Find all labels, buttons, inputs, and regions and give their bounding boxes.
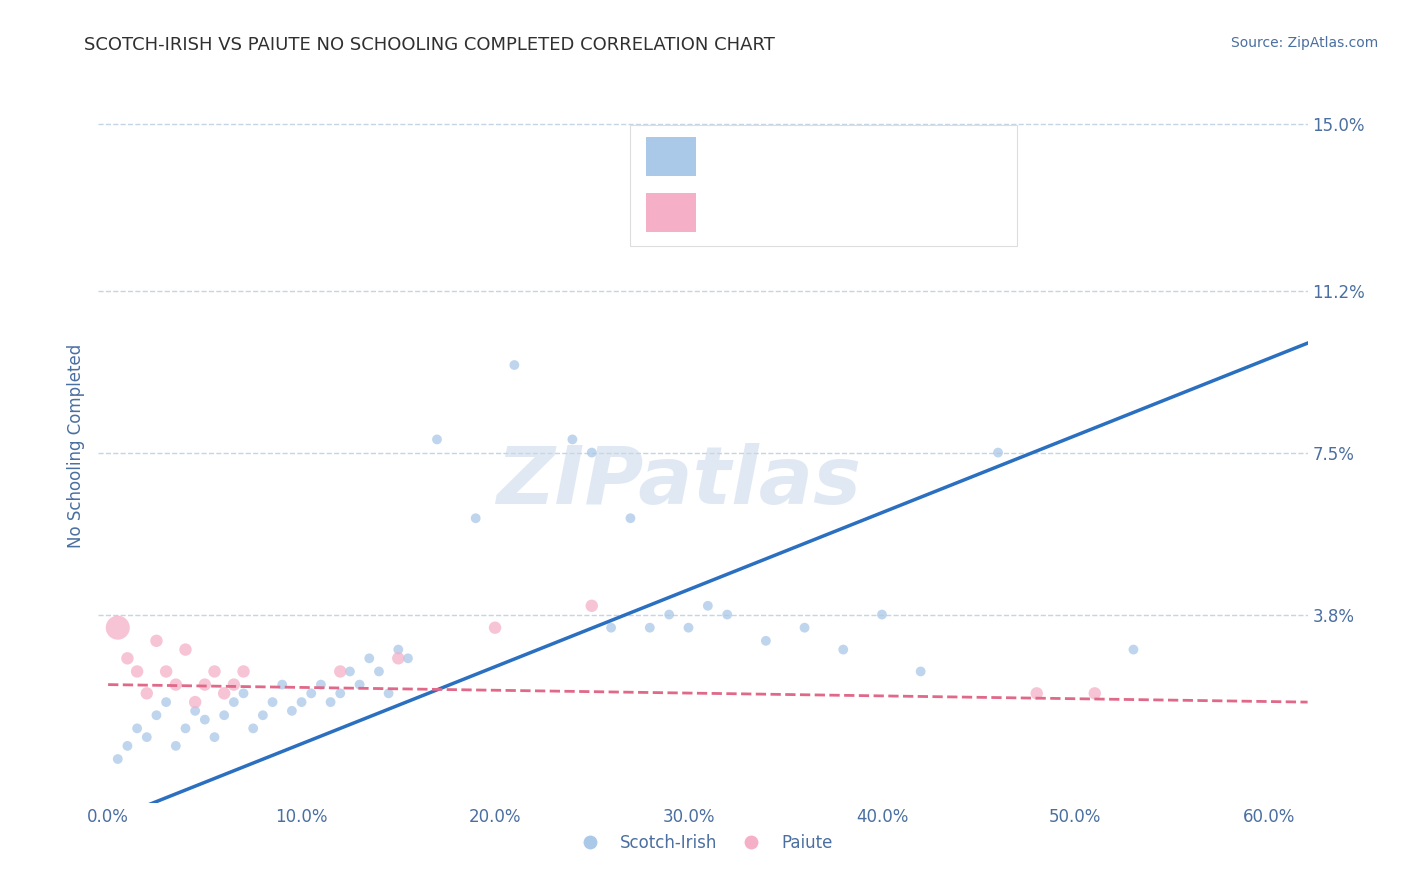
Point: [359, 651, 381, 665]
Point: [135, 686, 157, 700]
Point: [107, 621, 129, 635]
Point: [212, 686, 235, 700]
Point: [619, 511, 641, 525]
Text: SCOTCH-IRISH VS PAIUTE NO SCHOOLING COMPLETED CORRELATION CHART: SCOTCH-IRISH VS PAIUTE NO SCHOOLING COMP…: [84, 36, 775, 54]
Point: [1025, 686, 1047, 700]
Point: [165, 739, 187, 753]
Point: [184, 704, 207, 718]
Point: [252, 708, 274, 723]
Point: [174, 642, 197, 657]
Point: [870, 607, 893, 622]
Point: [387, 651, 409, 665]
Point: [368, 665, 391, 679]
Point: [155, 665, 177, 679]
Point: [127, 722, 149, 736]
Point: [204, 730, 226, 744]
Point: [222, 695, 245, 709]
Point: [561, 433, 583, 447]
Point: [174, 722, 197, 736]
Point: [155, 695, 177, 709]
Point: [755, 633, 778, 648]
Point: [290, 695, 312, 709]
Point: [600, 621, 623, 635]
Point: [145, 633, 167, 648]
Point: [117, 739, 139, 753]
Point: [194, 677, 217, 691]
Point: [107, 752, 129, 766]
Point: [349, 677, 371, 691]
Point: [658, 607, 681, 622]
Point: [135, 730, 157, 744]
Point: [204, 665, 226, 679]
Y-axis label: No Schooling Completed: No Schooling Completed: [66, 344, 84, 548]
Text: ZIPatlas: ZIPatlas: [496, 442, 862, 521]
Point: [117, 651, 139, 665]
Point: [696, 599, 718, 613]
Point: [503, 358, 526, 372]
Point: [793, 621, 815, 635]
Point: [910, 665, 932, 679]
Point: [638, 621, 661, 635]
Point: [165, 677, 187, 691]
Point: [329, 665, 352, 679]
Point: [222, 677, 245, 691]
Point: [194, 713, 217, 727]
Point: [262, 695, 284, 709]
Point: [329, 686, 352, 700]
Point: [127, 665, 149, 679]
Legend: Scotch-Irish, Paiute: Scotch-Irish, Paiute: [567, 828, 839, 859]
Point: [464, 511, 486, 525]
Point: [387, 642, 409, 657]
Point: [184, 695, 207, 709]
Point: [319, 695, 342, 709]
Point: [484, 621, 506, 635]
Point: [987, 445, 1010, 459]
Point: [212, 708, 235, 723]
Point: [232, 665, 254, 679]
Point: [339, 665, 361, 679]
Point: [1122, 642, 1144, 657]
Point: [299, 686, 322, 700]
Point: [581, 445, 603, 459]
Point: [426, 433, 449, 447]
Point: [377, 686, 399, 700]
Point: [309, 677, 332, 691]
Point: [716, 607, 738, 622]
Point: [581, 599, 603, 613]
Point: [678, 621, 700, 635]
Point: [145, 708, 167, 723]
Point: [242, 722, 264, 736]
Point: [832, 642, 855, 657]
Point: [281, 704, 304, 718]
Point: [232, 686, 254, 700]
Point: [396, 651, 419, 665]
Point: [1084, 686, 1107, 700]
Text: Source: ZipAtlas.com: Source: ZipAtlas.com: [1230, 36, 1378, 50]
Point: [271, 677, 294, 691]
